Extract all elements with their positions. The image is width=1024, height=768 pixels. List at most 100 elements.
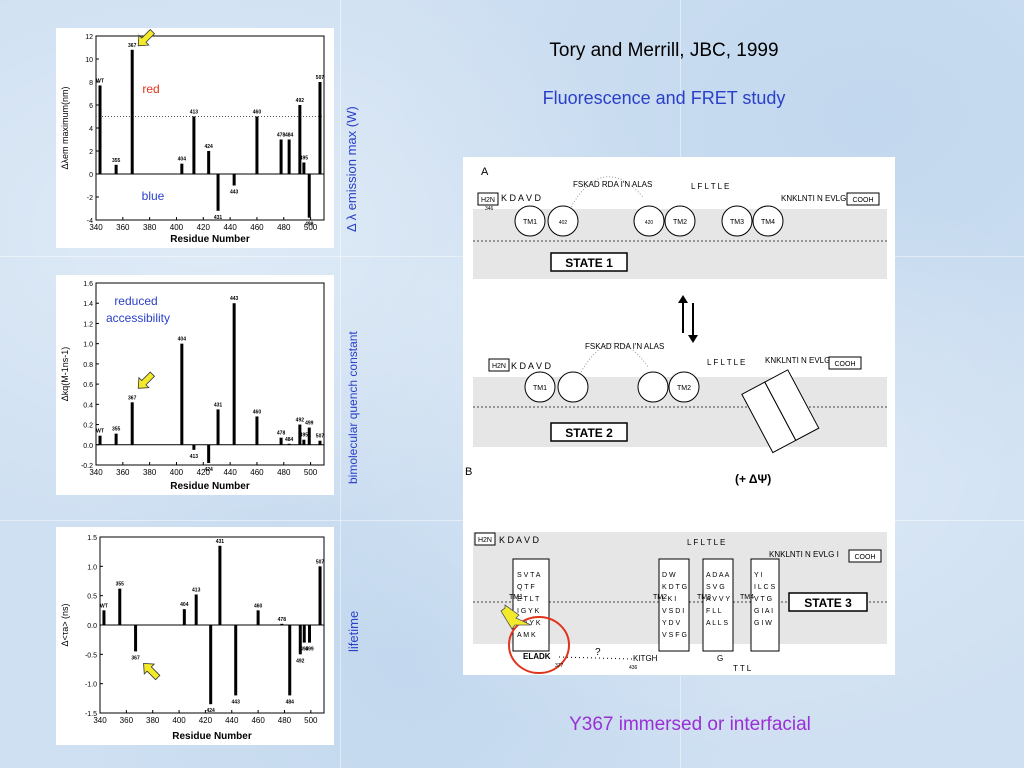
tm4-sequence-line: G I W	[754, 620, 772, 627]
quench-side-label: bimolecular quench constant	[346, 331, 360, 484]
y-tick-label: -1.0	[85, 682, 97, 689]
tm3-sequence-line: S V G	[706, 584, 725, 591]
data-label: 424	[207, 708, 216, 714]
y-tick-label: 1.2	[83, 321, 93, 328]
x-tick-label: 440	[223, 468, 237, 477]
arrow-shape	[137, 28, 156, 47]
x-tick-label: 420	[197, 468, 211, 477]
data-bar	[180, 163, 184, 174]
data-label: 404	[178, 157, 187, 163]
data-bar	[218, 545, 222, 625]
y-tick-label: 2	[89, 149, 93, 156]
background-grid-line	[340, 0, 341, 768]
data-label: 484	[286, 699, 295, 705]
cterm-sequence: KNKLNTI N EVLG I	[781, 194, 851, 203]
y-tick-label: 1.0	[87, 564, 97, 571]
state1-box	[550, 252, 628, 272]
tm1-sequence-line: S A Y K	[517, 620, 541, 627]
data-label: 492	[296, 658, 305, 664]
data-bar	[192, 116, 196, 174]
data-bar	[318, 566, 322, 625]
data-label: 431	[214, 215, 223, 221]
data-bar	[232, 303, 236, 445]
data-bar	[302, 439, 306, 445]
data-label: 507	[316, 559, 325, 565]
x-tick-label: 420	[197, 223, 211, 232]
y-tick-label: 0.2	[83, 423, 93, 430]
y-tick-label: -0.5	[85, 652, 97, 659]
data-bar	[298, 424, 302, 445]
tm2-sequence-line: L K I	[662, 596, 676, 603]
loop1-sequence: FSKAD RDA I'N ALAS	[585, 342, 664, 351]
data-bar	[207, 151, 211, 174]
bottom-caption: Y367 immersed or interfacial	[569, 714, 811, 735]
helix-circle	[557, 371, 589, 403]
x-tick-label: 500	[304, 468, 318, 477]
data-label: 495	[300, 647, 309, 653]
state3-label: STATE 3	[804, 596, 852, 610]
data-bar	[114, 433, 118, 445]
lifetime-chart: 340 360 380 400 420 440 460 480 500 -1.5 -1.0 -0.5 0…	[60, 535, 325, 742]
data-label: 424	[204, 467, 213, 473]
arrow-shape	[143, 662, 161, 681]
data-bar	[216, 409, 220, 445]
data-label: 507	[316, 434, 325, 440]
data-bar	[287, 443, 291, 445]
section-a-label: A	[481, 166, 489, 178]
data-label: WT	[96, 78, 104, 84]
x-axis-title: Residue Number	[170, 234, 250, 245]
tm2-sequence-line: K D T G	[662, 584, 687, 591]
data-label: 492	[296, 418, 305, 424]
emission-chart-panel: 340 360 380 400 420 440 460 480 500 -4 -2 0 2 4 6 8 10 12…	[56, 28, 334, 248]
data-label: 404	[180, 602, 189, 608]
tm2-circle	[668, 371, 700, 403]
y-axis-title: Δλem maximum(nm)	[60, 86, 70, 169]
x-tick-label: 360	[120, 716, 134, 725]
cterm-box	[828, 356, 862, 370]
arrow-shape	[137, 371, 156, 389]
data-label: 492	[296, 98, 305, 104]
residue-number: 346	[485, 206, 494, 212]
data-bar	[288, 625, 292, 696]
x-tick-label: 420	[199, 716, 213, 725]
data-bar	[180, 343, 184, 445]
data-bar	[255, 116, 259, 174]
state2-box	[550, 422, 628, 442]
y-tick-label: 0	[89, 172, 93, 179]
data-bar	[98, 85, 102, 174]
data-bar	[118, 588, 122, 625]
tm1-sequence-line: Q T F	[517, 584, 535, 591]
cterm-label: COOH	[835, 361, 856, 368]
data-label: 499	[305, 421, 314, 427]
nterm-box	[474, 532, 496, 546]
y-axis-title: Δkq(M-1ns-1)	[60, 347, 70, 402]
x-tick-label: 500	[304, 716, 318, 725]
y367-highlight-circle	[508, 616, 570, 674]
nterm-label: H2N	[492, 363, 506, 370]
data-bar	[298, 625, 302, 655]
red-annotation: red	[142, 82, 159, 96]
membrane-potential-label: (+ ΔΨ)	[735, 472, 771, 486]
residue-number: 402	[559, 220, 568, 226]
residue-number: 377	[555, 663, 564, 669]
kitgh-sequence: KITGH	[633, 654, 658, 663]
data-label: 478	[277, 133, 286, 139]
cterm-box	[848, 549, 882, 563]
data-bar	[279, 139, 283, 174]
tm1-box	[512, 558, 550, 652]
y-axis-title: Δ<τa> (ns)	[60, 603, 70, 646]
data-label: 367	[131, 655, 140, 661]
helix-circle	[547, 205, 579, 237]
data-label: WT	[96, 429, 104, 435]
y-tick-label: 0.4	[83, 402, 93, 409]
data-bar	[130, 49, 134, 174]
data-bar	[287, 139, 291, 174]
state3-box	[788, 592, 868, 612]
topology-diagram-panel: A B STATE 1 H2N K D A V D 346 TM1 402 FS…	[463, 157, 895, 675]
x-tick-label: 460	[250, 468, 264, 477]
data-bar	[280, 623, 284, 625]
x-tick-label: 340	[93, 716, 107, 725]
data-label: 431	[216, 539, 225, 545]
loop1-sequence: FSKAD RDA I'N ALAS	[573, 180, 652, 189]
loop2-sequence: L F L T L E	[687, 538, 725, 547]
